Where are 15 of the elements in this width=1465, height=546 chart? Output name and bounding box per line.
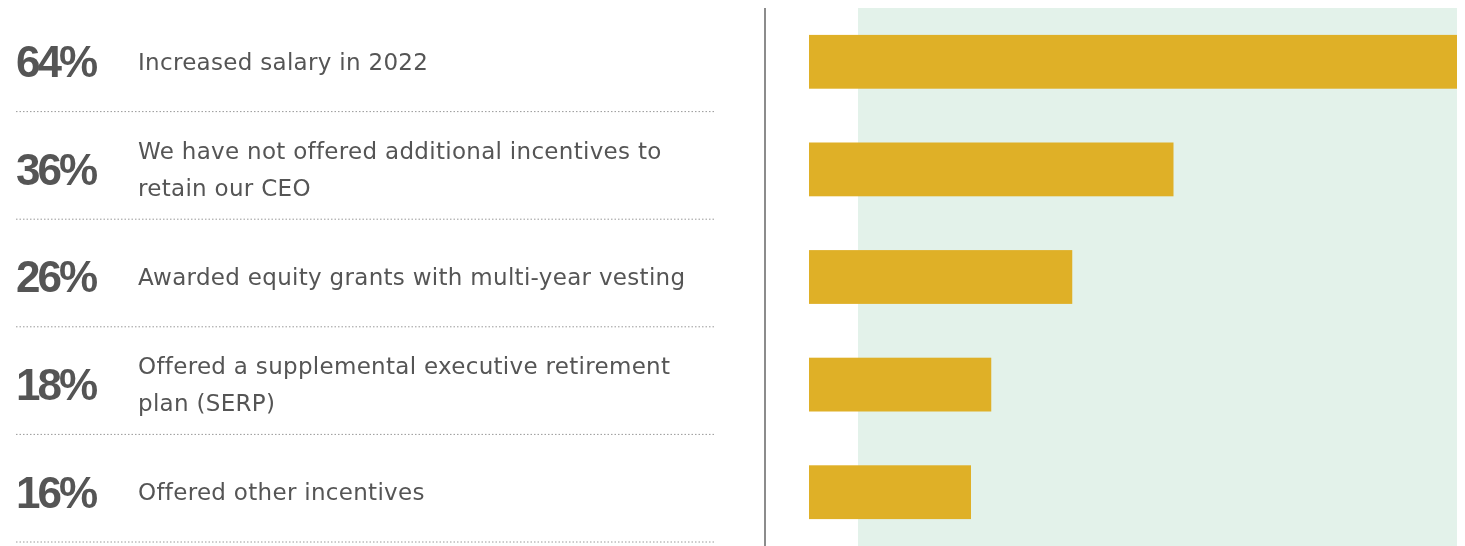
data-label: 64% (16, 37, 97, 87)
data-label: 26% (16, 252, 97, 302)
data-label: 36% (16, 144, 97, 194)
bar (809, 142, 1174, 197)
y-tick-label: We have not offered additional incentives to retain our CEO (138, 137, 662, 201)
bar (809, 250, 1073, 304)
y-tick-label: Offered a supplemental executive retirement plan (SERP) (138, 353, 671, 417)
y-tick-label: Increased salary in 2022 (138, 48, 429, 75)
data-label: 16% (16, 467, 97, 517)
bar (809, 34, 1457, 89)
bar (809, 357, 992, 412)
data-label: 18% (16, 360, 97, 409)
y-tick-label: Awarded equity grants with multi-year vesting (138, 264, 686, 291)
bar (809, 465, 971, 520)
y-tick-label: Offered other incentives (138, 479, 425, 506)
